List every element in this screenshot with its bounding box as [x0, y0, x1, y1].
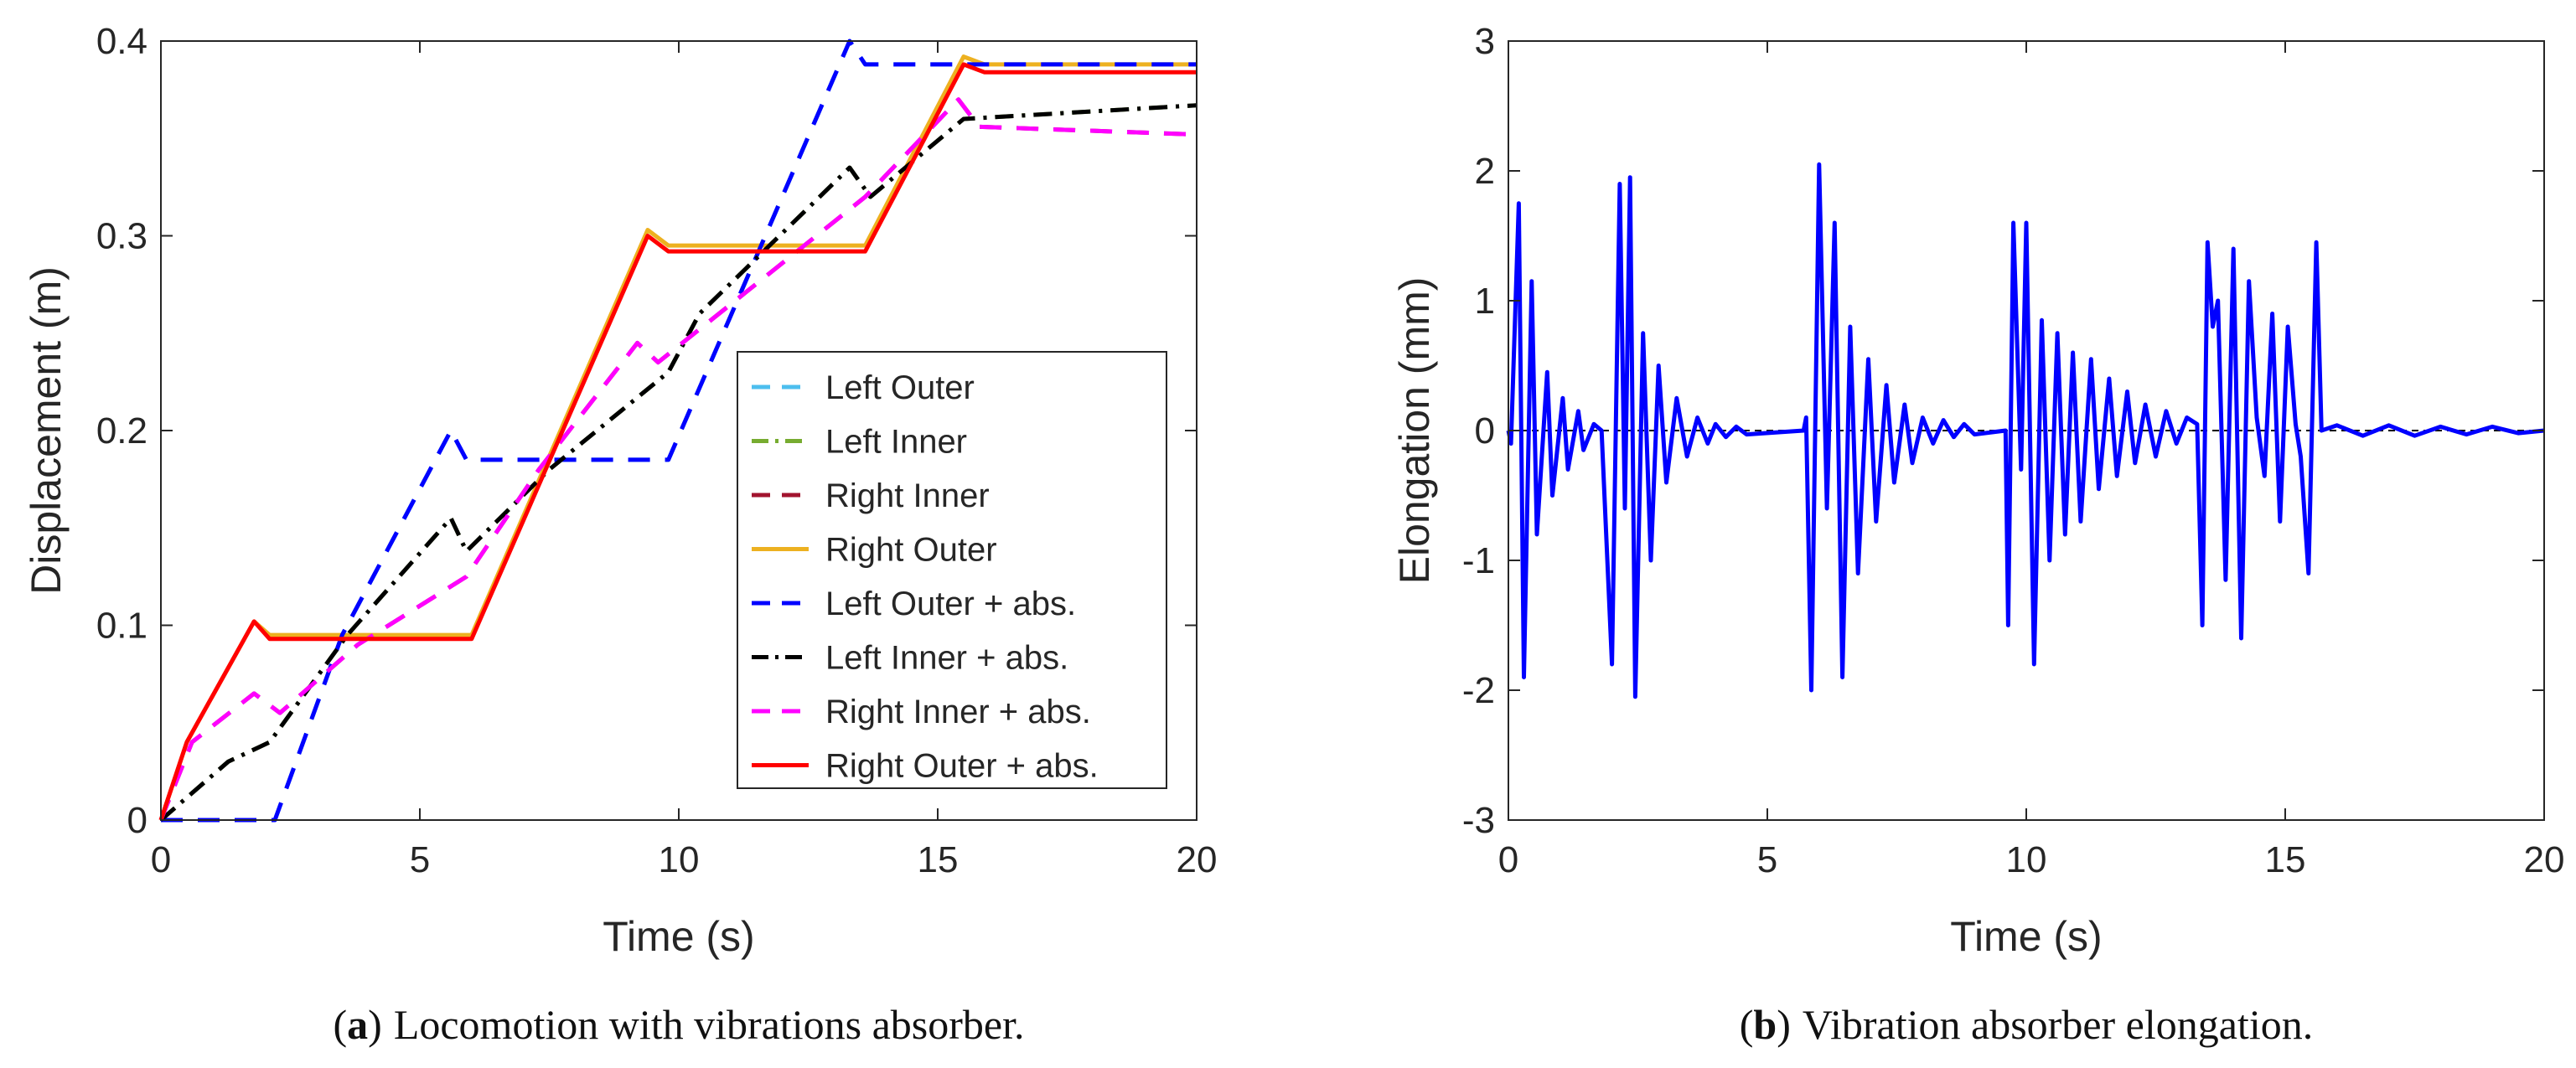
caption-a-close: )	[368, 1001, 382, 1048]
legend-label: Right Outer + abs.	[825, 748, 1099, 785]
ytick-label: 0	[127, 800, 147, 841]
chart-b-ylabel: Elongation (mm)	[1391, 277, 1438, 585]
caption-a: (a) Locomotion with vibrations absorber.	[334, 1001, 1025, 1048]
legend-label: Right Outer	[825, 532, 997, 569]
chart-a-xlabel: Time (s)	[603, 913, 754, 960]
chart-b-xticks: 0 5 10 15 20	[1498, 41, 2565, 880]
legend-label: Left Inner	[825, 424, 967, 461]
legend-label: Left Outer + abs.	[825, 586, 1076, 622]
ytick-label: 1	[1475, 281, 1495, 322]
xtick-label: 20	[2524, 839, 2565, 880]
caption-a-letter: a	[347, 1001, 368, 1048]
caption-b-letter: b	[1753, 1001, 1777, 1048]
ytick-label: -2	[1462, 670, 1495, 711]
ytick-label: -1	[1462, 540, 1495, 581]
ytick-label: 3	[1475, 21, 1495, 62]
chart-b: 0 5 10 15 20 -3 -2 -1 0 1 2 3 Time (s) Elongation …	[1391, 21, 2564, 960]
ytick-label: 0.2	[96, 410, 147, 451]
chart-b-yticks: -3 -2 -1 0 1 2 3	[1462, 21, 2544, 841]
caption-a-open: (	[334, 1001, 348, 1048]
legend-box	[737, 351, 1167, 789]
xtick-label: 15	[2265, 839, 2306, 880]
xtick-label: 15	[918, 839, 959, 880]
xtick-label: 5	[410, 839, 430, 880]
xtick-label: 5	[1757, 839, 1777, 880]
legend-label: Right Inner + abs.	[825, 694, 1091, 730]
ytick-label: 0.1	[96, 606, 147, 647]
caption-b-open: (	[1740, 1001, 1754, 1048]
ytick-label: 0.4	[96, 21, 147, 62]
xtick-label: 0	[1498, 839, 1518, 880]
ytick-label: 0	[1475, 410, 1495, 451]
chart-a: 0 5 10 15 20 0 0.1 0.2 0.3 0.4 Time (s) Displace…	[23, 21, 1217, 960]
series-line-right-outer-abs	[158, 62, 1197, 821]
chart-a-xticks: 0 5 10 15 20	[151, 41, 1218, 880]
caption-b-close: )	[1777, 1001, 1791, 1048]
xtick-label: 10	[2006, 839, 2047, 880]
ytick-label: 2	[1475, 151, 1495, 192]
xtick-label: 10	[659, 839, 700, 880]
caption-b-text: Vibration absorber elongation.	[1803, 1001, 2313, 1048]
chart-b-xlabel: Time (s)	[1950, 913, 2102, 960]
chart-a-legend: Left Outer Left Inner Right Inner Right Out…	[737, 351, 1167, 789]
series-line-right-inner-abs	[158, 97, 1197, 821]
ytick-label: 0.3	[96, 216, 147, 257]
chart-a-ylabel: Displacement (m)	[23, 266, 70, 595]
chart-a-lines	[158, 39, 1197, 823]
legend-label: Left Outer	[825, 369, 975, 406]
series-line-elongation	[1506, 162, 2545, 699]
xtick-label: 20	[1177, 839, 1218, 880]
xtick-label: 0	[151, 839, 171, 880]
caption-a-text: Locomotion with vibrations absorber.	[394, 1001, 1025, 1048]
ytick-label: -3	[1462, 800, 1495, 841]
legend-label: Right Inner	[825, 477, 990, 514]
legend-label: Left Inner + abs.	[825, 640, 1068, 677]
chart-a-yticks: 0 0.1 0.2 0.3 0.4	[96, 21, 1197, 841]
series-line-left-inner-abs	[159, 103, 1197, 822]
caption-b: (b) Vibration absorber elongation.	[1740, 1001, 2313, 1048]
chart-b-lines	[1506, 162, 2545, 699]
